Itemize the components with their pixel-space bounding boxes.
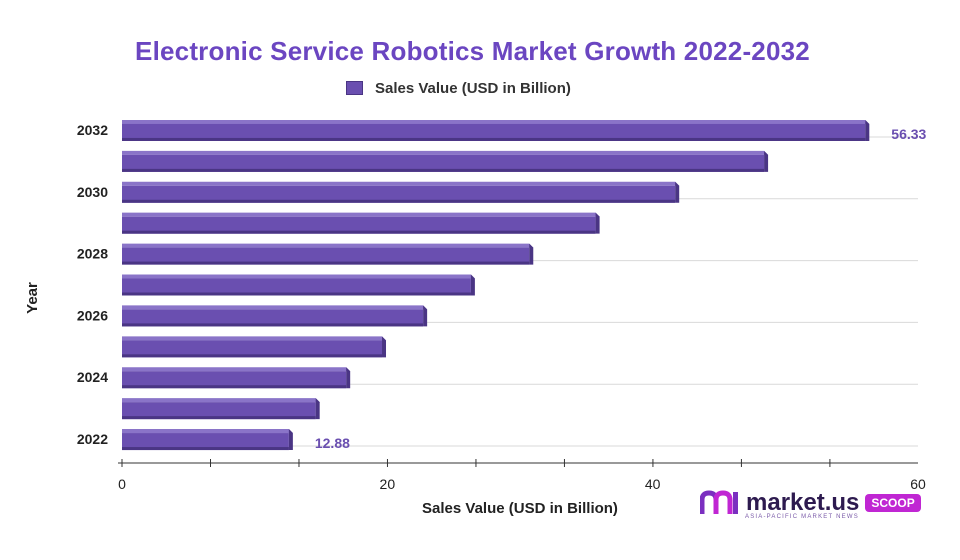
bar-2027 [122, 274, 475, 296]
x-tick-label: 0 [118, 476, 126, 492]
x-axis-title: Sales Value (USD in Billion) [422, 500, 618, 517]
x-tick-label: 20 [380, 476, 396, 492]
y-axis-title: Year [24, 282, 41, 314]
brand-tag: SCOOP [865, 494, 921, 512]
brand-subtitle: ASIA-PACIFIC MARKET NEWS [745, 514, 859, 520]
bar-2031 [122, 150, 769, 172]
chart-title: Electronic Service Robotics Market Growt… [135, 36, 810, 66]
bar-2028 [122, 243, 534, 265]
bar-2023 [122, 398, 320, 420]
y-tick-label: 2032 [77, 122, 108, 138]
brand-logo: market.us SCOOP [700, 490, 921, 516]
legend-swatch [346, 81, 363, 95]
y-tick-label: 2030 [77, 184, 108, 200]
bar-2029 [122, 212, 600, 234]
bar-2025 [122, 336, 387, 358]
y-tick-label: 2026 [77, 307, 108, 323]
brand-mark-icon [700, 490, 738, 514]
bar-2022 [122, 429, 293, 451]
brand-name: market.us [746, 489, 860, 516]
x-tick-label: 60 [910, 476, 926, 492]
x-axis: 2022 2024 2026 2028 2030 2032 0 20 40 60 [77, 122, 926, 492]
bar-2030 [122, 181, 680, 203]
chart-legend: Sales Value (USD in Billion) [346, 79, 571, 97]
bar-2024 [122, 367, 351, 389]
y-tick-label: 2022 [77, 431, 108, 447]
data-label: 56.33 [891, 126, 926, 142]
y-tick-label: 2024 [77, 369, 108, 385]
x-tick-label: 40 [645, 476, 661, 492]
bar-2026 [122, 305, 428, 327]
labels: 12.88 56.33 [315, 126, 927, 451]
legend-label: Sales Value (USD in Billion) [375, 79, 571, 97]
bar-2032 [122, 119, 870, 141]
y-tick-label: 2028 [77, 246, 108, 262]
data-label: 12.88 [315, 435, 350, 451]
bars [122, 119, 870, 451]
